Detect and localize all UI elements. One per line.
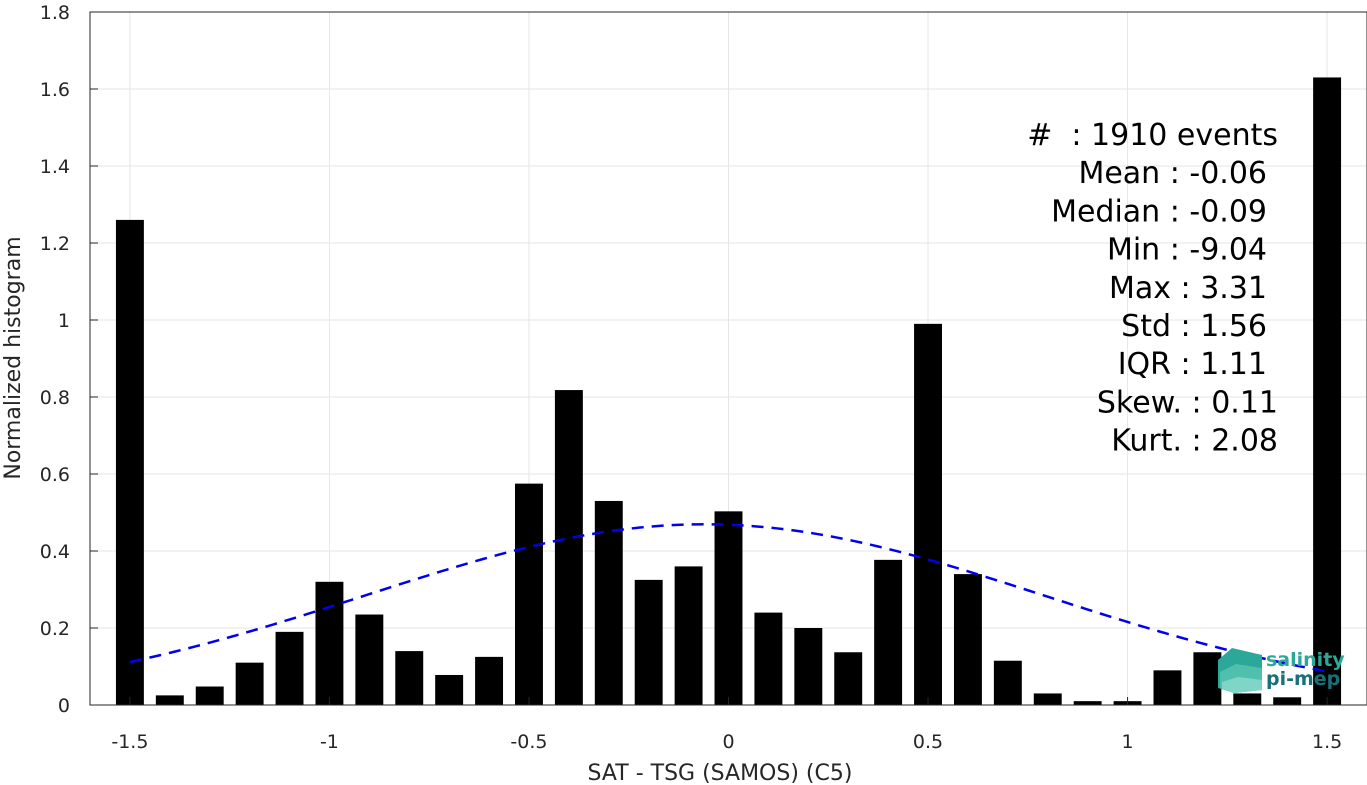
stat-line: Median : -0.09 [1051, 194, 1267, 229]
y-tick-label: 1 [58, 310, 70, 332]
stat-line: IQR : 1.11 [1118, 347, 1267, 382]
histogram-bar [794, 628, 823, 705]
x-tick-label: 0 [722, 731, 734, 753]
y-axis-ticks: 0 0.2 0.4 0.6 0.8 1 1.2 1.4 1.6 1.8 [40, 2, 98, 717]
stat-line: Max : 3.31 [1109, 271, 1267, 306]
y-tick-label: 1.8 [40, 2, 70, 24]
histogram-bar [874, 559, 903, 705]
histogram-bar [275, 631, 304, 705]
histogram-bar [515, 483, 543, 705]
bar-series [115, 77, 1342, 705]
histogram-bar [1273, 697, 1302, 705]
histogram-bar [953, 574, 982, 705]
y-tick-label: 0.2 [40, 618, 70, 640]
histogram-bar [1073, 701, 1102, 705]
histogram-bar [435, 674, 464, 705]
histogram-bar [1313, 77, 1342, 705]
stat-line: Mean : -0.06 [1078, 156, 1267, 191]
stat-line: Kurt. : 2.08 [1111, 424, 1278, 459]
logo-line-2: pi-mep [1266, 668, 1340, 690]
x-tick-label: 1 [1122, 731, 1134, 753]
x-axis-ticks: -1.5 -1 -0.5 0 0.5 1 1.5 [111, 697, 1342, 753]
histogram-bar [1233, 693, 1262, 705]
histogram-bar [834, 652, 863, 705]
y-tick-label: 1.6 [40, 79, 70, 101]
histogram-bar [115, 219, 144, 705]
x-tick-label: -1 [320, 731, 339, 753]
histogram-bar [914, 323, 942, 705]
histogram-bar [475, 656, 504, 705]
histogram-bar [355, 614, 384, 705]
y-axis-title: Normalized histogram [1, 236, 26, 479]
x-tick-label: 0.5 [913, 731, 943, 753]
x-tick-label: -0.5 [510, 731, 547, 753]
y-tick-label: 0.4 [40, 541, 70, 563]
stat-line: # : 1910 events [1027, 118, 1278, 153]
histogram-bar [594, 500, 623, 705]
y-tick-label: 0.8 [40, 387, 70, 409]
logo-line-1: salinity [1266, 649, 1345, 671]
x-axis-title: SAT - TSG (SAMOS) (C5) [588, 761, 853, 785]
histogram-bar [1033, 693, 1062, 705]
y-tick-label: 0 [58, 695, 70, 717]
y-tick-label: 1.4 [40, 156, 70, 178]
stat-line: Std : 1.56 [1121, 309, 1267, 344]
histogram-bar [754, 612, 783, 705]
histogram-bar [235, 662, 264, 705]
x-tick-label: -1.5 [111, 731, 148, 753]
stat-line: Min : -9.04 [1107, 233, 1267, 268]
normal-fit-curve [129, 523, 1328, 673]
y-tick-label: 0.6 [40, 464, 70, 486]
histogram-bar [674, 566, 703, 705]
y-tick-label: 1.2 [40, 233, 70, 255]
histogram-bar [155, 695, 184, 705]
salinity-pi-mep-logo: salinity pi-mep [1218, 648, 1345, 693]
stat-line: Skew. : 0.11 [1097, 385, 1278, 420]
histogram-bar [195, 686, 224, 705]
histogram-bar [315, 581, 344, 705]
histogram-bar [714, 511, 743, 705]
histogram-bar [1193, 652, 1222, 705]
histogram-bar [1153, 670, 1182, 705]
histogram-bar [634, 579, 663, 705]
logo-mark-icon [1218, 648, 1262, 693]
x-tick-label: 1.5 [1312, 731, 1342, 753]
histogram-bar [554, 390, 583, 705]
histogram-bar [993, 660, 1022, 705]
histogram-bar [395, 651, 424, 705]
